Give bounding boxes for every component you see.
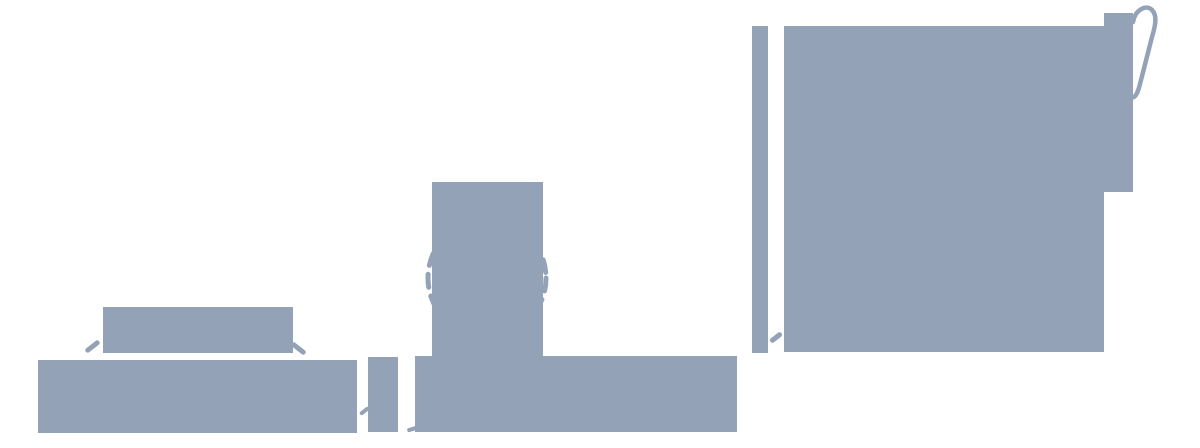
panel-step-shape	[1104, 13, 1133, 192]
post-bar-shape	[368, 357, 398, 432]
side-tick	[768, 331, 784, 344]
platform-center-shape	[415, 356, 737, 432]
bench-leg-left-tick	[84, 339, 101, 354]
bench-seat-shape	[103, 307, 293, 353]
pillar-shape	[432, 182, 543, 357]
side-bar-shape	[752, 26, 768, 353]
panel-shape	[784, 26, 1104, 352]
string-loop-icon	[1127, 5, 1158, 100]
platform-left-shape	[38, 360, 357, 433]
